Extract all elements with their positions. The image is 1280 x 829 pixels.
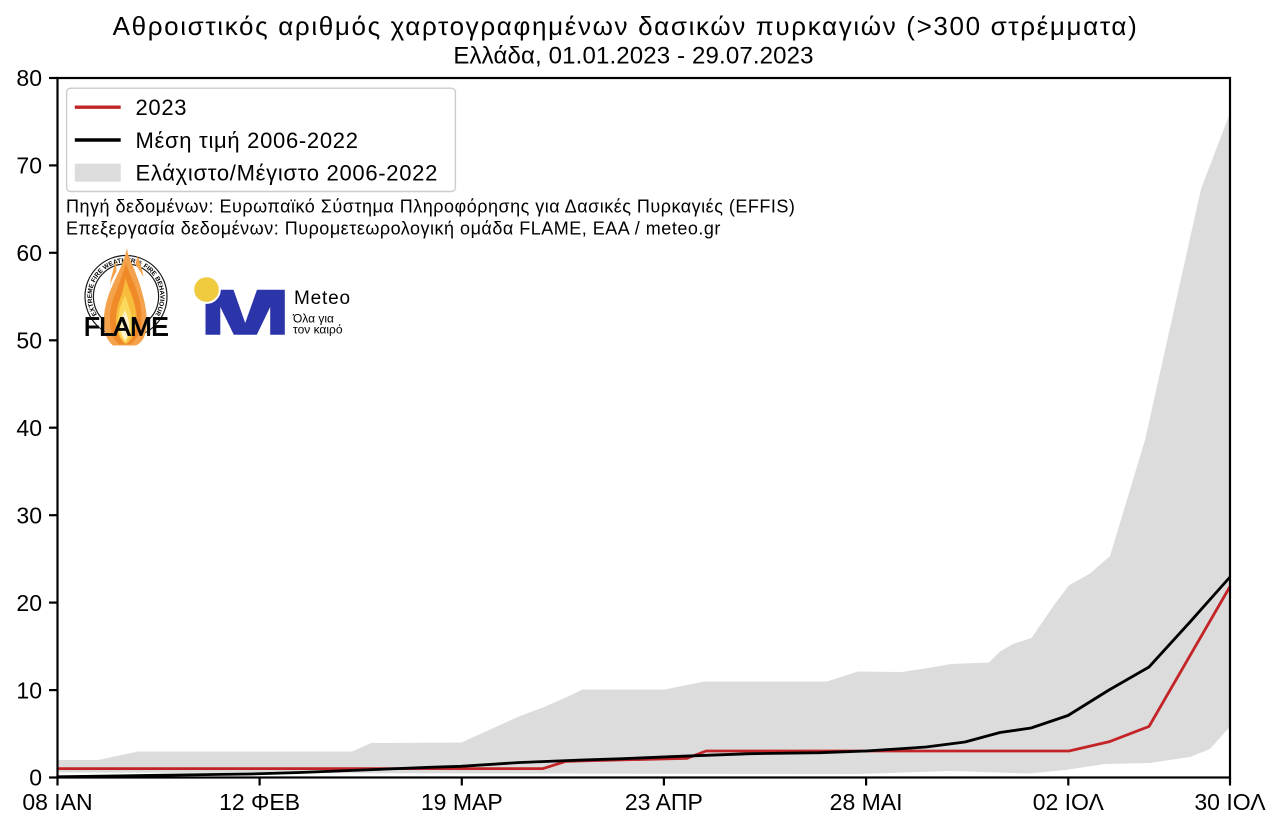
svg-text:12 ΦΕΒ: 12 ΦΕΒ [219,789,300,815]
svg-text:τον καιρό: τον καιρό [293,323,343,337]
svg-text:Ελάχιστο/Μέγιστο 2006-2022: Ελάχιστο/Μέγιστο 2006-2022 [136,161,439,186]
svg-text:19 ΜΑΡ: 19 ΜΑΡ [421,789,503,815]
svg-text:Αθροιστικός αριθμός χαρτογραφη: Αθροιστικός αριθμός χαρτογραφημένων δασι… [113,11,1139,41]
svg-text:Επεξεργασία δεδομένων: Πυρομετ: Επεξεργασία δεδομένων: Πυρομετεωρολογική… [66,218,721,238]
svg-text:Ελλάδα, 01.01.2023 - 29.07.202: Ελλάδα, 01.01.2023 - 29.07.2023 [453,43,813,70]
svg-text:Meteo: Meteo [294,288,351,309]
svg-text:40: 40 [16,415,42,441]
svg-text:28 ΜΑΙ: 28 ΜΑΙ [830,789,903,815]
svg-text:Μέση τιμή 2006-2022: Μέση τιμή 2006-2022 [136,128,359,153]
svg-text:23 ΑΠΡ: 23 ΑΠΡ [625,789,703,815]
svg-text:2023: 2023 [136,95,188,120]
svg-text:30 ΙΟΛ: 30 ΙΟΛ [1194,789,1266,815]
svg-text:08 ΙΑΝ: 08 ΙΑΝ [22,789,92,815]
svg-text:0: 0 [29,765,42,791]
svg-text:70: 70 [16,153,42,179]
svg-text:80: 80 [16,65,42,91]
svg-text:50: 50 [16,328,42,354]
svg-text:60: 60 [16,240,42,266]
svg-text:Πηγή δεδομένων: Ευρωπαϊκό Σύστ: Πηγή δεδομένων: Ευρωπαϊκό Σύστημα Πληροφ… [66,196,795,216]
svg-text:02 ΙΟΛ: 02 ΙΟΛ [1033,789,1105,815]
svg-text:30: 30 [16,502,42,528]
svg-text:Όλα για: Όλα για [292,312,334,326]
svg-text:20: 20 [16,590,42,616]
svg-text:FLAME: FLAME [84,312,168,342]
svg-text:10: 10 [16,677,42,703]
